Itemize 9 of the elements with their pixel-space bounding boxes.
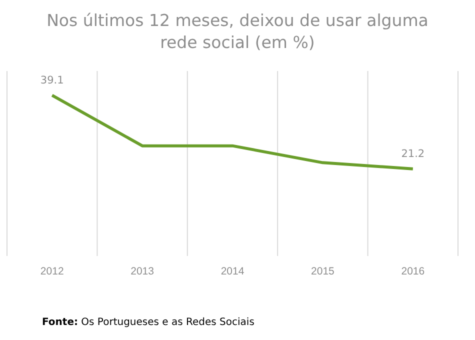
data-label: 21.2: [401, 148, 425, 160]
chart-title: Nos últimos 12 meses, deixou de usar alguma rede social (em %): [46, 11, 428, 52]
data-label: 39.1: [40, 74, 64, 86]
x-tick-label: 2015: [311, 265, 335, 278]
x-tick-label: 2016: [401, 265, 425, 278]
source-note: Fonte: Os Portugueses e as Redes Sociais: [42, 317, 254, 328]
x-tick-label: 2013: [130, 265, 154, 278]
x-tick-label: 2012: [40, 265, 64, 278]
x-tick-label: 2014: [220, 265, 244, 278]
